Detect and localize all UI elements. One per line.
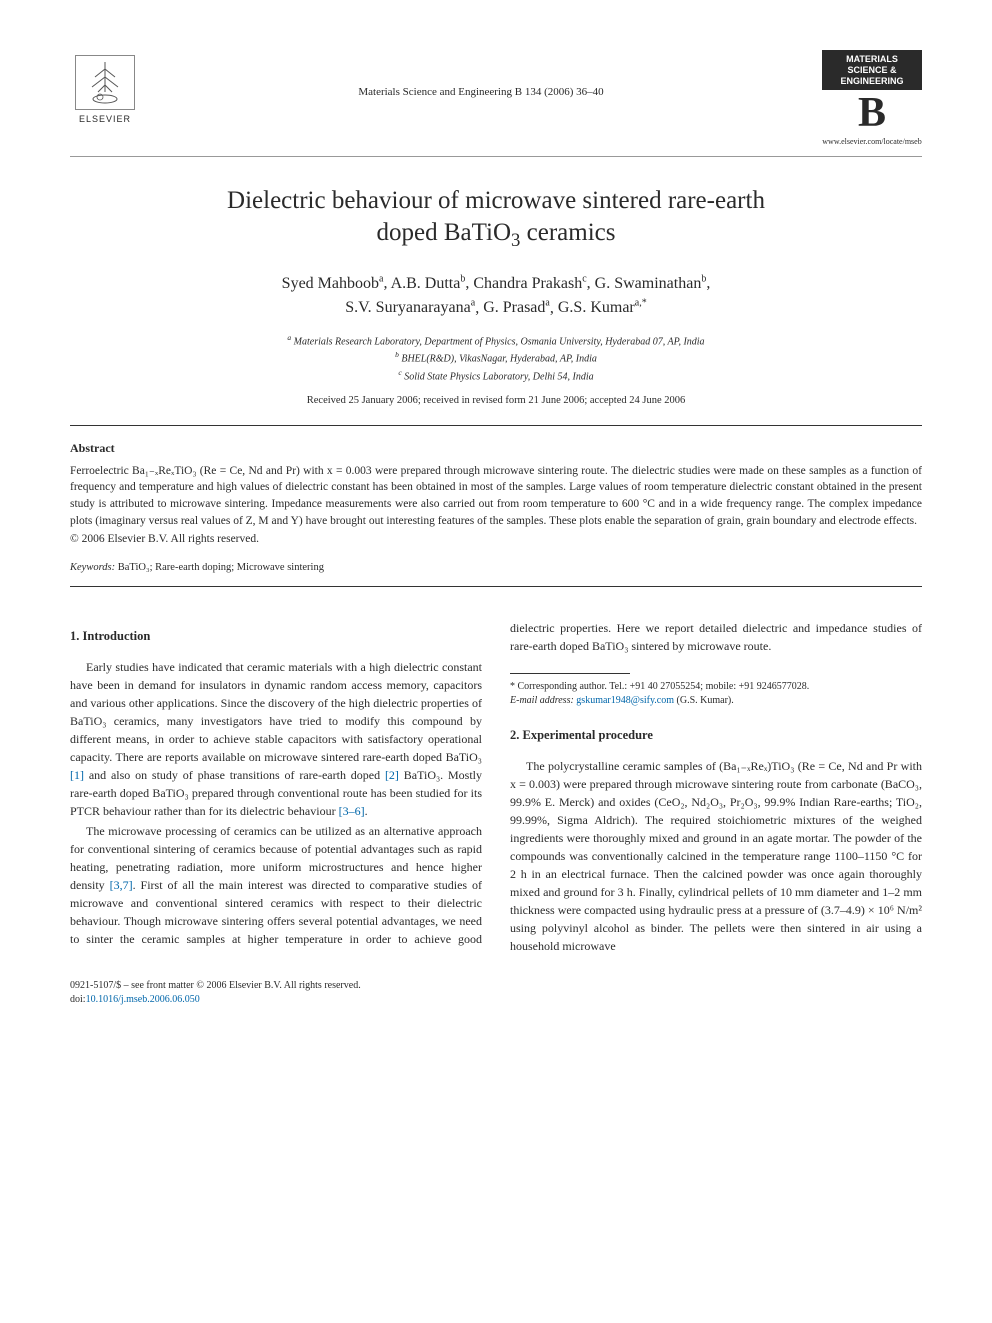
affiliation-c: Solid State Physics Laboratory, Delhi 54… <box>404 371 593 382</box>
abstract-heading: Abstract <box>70 440 922 457</box>
section-heading-experimental: 2. Experimental procedure <box>510 726 922 745</box>
header-row: ELSEVIER Materials Science and Engineeri… <box>70 50 922 148</box>
authors-list: Syed Mahbooba, A.B. Duttab, Chandra Prak… <box>70 271 922 320</box>
citation-link[interactable]: [3–6] <box>339 804 365 818</box>
email-label: E-mail address: <box>510 695 574 706</box>
title-line2-after: ceramics <box>520 219 615 246</box>
journal-logo: MATERIALS SCIENCE & ENGINEERING B www.el… <box>822 50 922 148</box>
title-line2: doped BaTiO <box>377 219 512 246</box>
journal-logo-letter: B <box>822 92 922 134</box>
footer-meta: 0921-5107/$ – see front matter © 2006 El… <box>70 979 922 1007</box>
copyright-line: © 2006 Elsevier B.V. All rights reserved… <box>70 531 922 547</box>
corresponding-author: * Corresponding author. Tel.: +91 40 270… <box>510 680 922 708</box>
corresponding-label: * Corresponding author. Tel.: +91 40 270… <box>510 681 809 692</box>
affiliations: a Materials Research Laboratory, Departm… <box>70 332 922 384</box>
keywords-label: Keywords: <box>70 562 115 573</box>
doi-link[interactable]: 10.1016/j.mseb.2006.06.050 <box>86 994 200 1005</box>
section-heading-intro: 1. Introduction <box>70 627 482 646</box>
author: Chandra Prakashc <box>473 275 586 292</box>
article-dates: Received 25 January 2006; received in re… <box>70 394 922 409</box>
title-line1: Dielectric behaviour of microwave sinter… <box>227 187 765 214</box>
publisher-logo: ELSEVIER <box>70 50 140 130</box>
footnote-rule <box>510 673 630 674</box>
keywords-text: BaTiO₃; Rare-earth doping; Microwave sin… <box>118 562 324 573</box>
intro-paragraph-1: Early studies have indicated that cerami… <box>70 658 482 820</box>
author: S.V. Suryanarayanaa <box>345 299 475 316</box>
body-columns: 1. Introduction Early studies have indic… <box>70 619 922 955</box>
publisher-name: ELSEVIER <box>79 113 131 126</box>
doi-label: doi: <box>70 994 86 1005</box>
abstract-text: Ferroelectric Ba₁₋ₓReₓTiO₃ (Re = Ce, Nd … <box>70 463 922 530</box>
email-link[interactable]: gskumar1948@sify.com <box>576 695 674 706</box>
author: G.S. Kumara,* <box>558 299 647 316</box>
affiliation-b: BHEL(R&D), VikasNagar, Hyderabad, AP, In… <box>401 354 597 365</box>
issn-line: 0921-5107/$ – see front matter © 2006 El… <box>70 980 361 991</box>
journal-url: www.elsevier.com/locate/mseb <box>822 136 922 147</box>
header-rule <box>70 156 922 157</box>
experimental-paragraph-1: The polycrystalline ceramic samples of (… <box>510 757 922 955</box>
author: Syed Mahbooba <box>282 275 384 292</box>
citation-link[interactable]: [2] <box>385 768 399 782</box>
elsevier-tree-icon <box>75 55 135 110</box>
journal-logo-title: MATERIALS SCIENCE & ENGINEERING <box>822 50 922 90</box>
citation-link[interactable]: [3,7] <box>110 878 133 892</box>
author: G. Prasada <box>483 299 550 316</box>
affiliation-a: Materials Research Laboratory, Departmen… <box>294 336 705 347</box>
title-subscript: 3 <box>511 230 520 251</box>
abstract-bottom-rule <box>70 586 922 587</box>
keywords: Keywords: BaTiO₃; Rare-earth doping; Mic… <box>70 561 922 576</box>
article-title: Dielectric behaviour of microwave sinter… <box>70 185 922 254</box>
author: G. Swaminathanb <box>595 275 707 292</box>
journal-reference: Materials Science and Engineering B 134 … <box>140 50 822 100</box>
email-after: (G.S. Kumar). <box>677 695 734 706</box>
author: A.B. Duttab <box>391 275 466 292</box>
abstract-top-rule <box>70 425 922 426</box>
citation-link[interactable]: [1] <box>70 768 84 782</box>
